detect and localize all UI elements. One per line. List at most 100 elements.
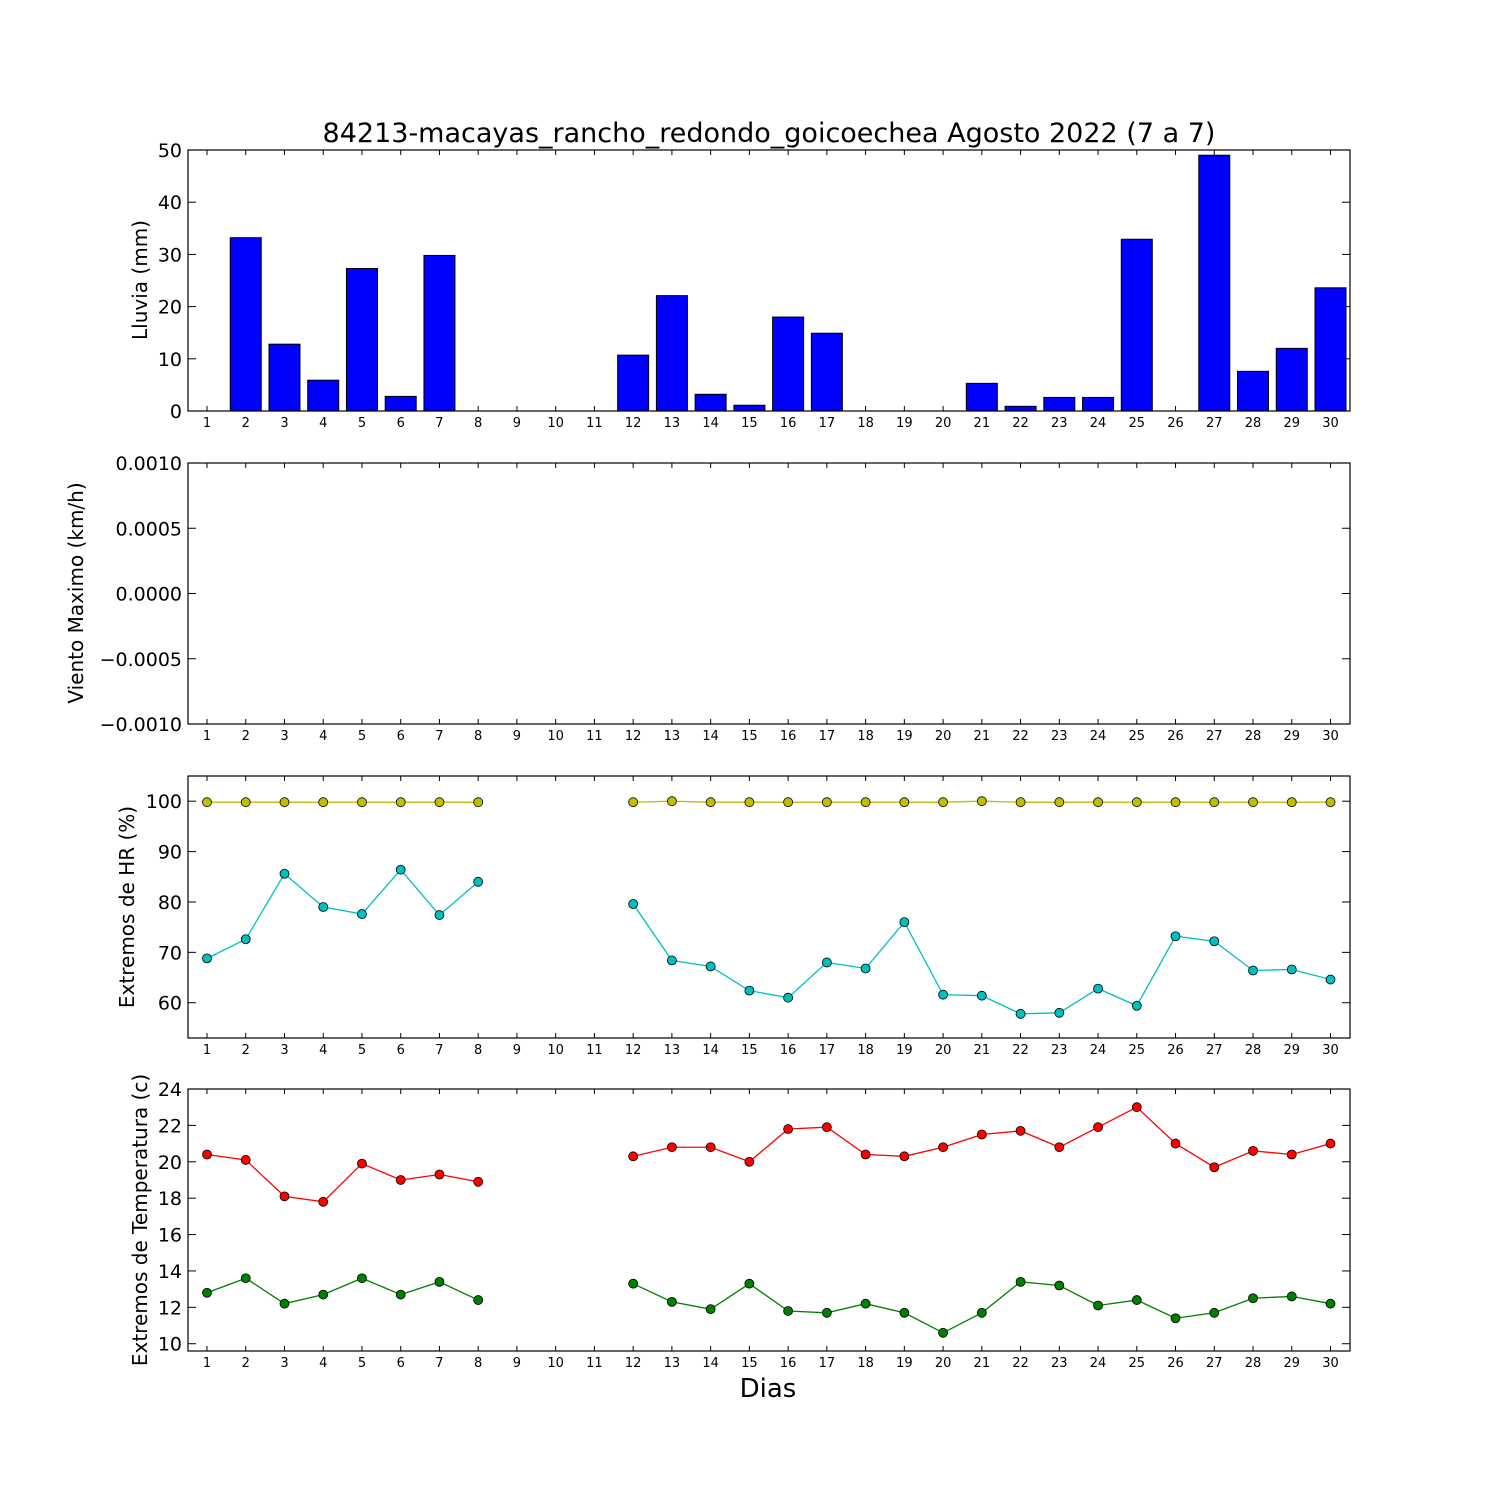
series-point: [1170, 931, 1181, 942]
x-tick-label: 16: [780, 416, 797, 431]
y-tick-label: 24: [158, 1079, 182, 1101]
x-tick-label: 2: [242, 1043, 250, 1058]
x-tick-label: 19: [896, 729, 913, 744]
series-point: [976, 1129, 987, 1140]
x-tick-label: 21: [974, 416, 991, 431]
series-point: [666, 1142, 677, 1153]
x-tick-label: 28: [1245, 1356, 1262, 1371]
series-point: [705, 797, 716, 808]
y-tick-label: 70: [158, 942, 182, 964]
x-tick-label: 22: [1012, 416, 1029, 431]
x-tick-label: 8: [474, 1356, 482, 1371]
series-point: [1286, 964, 1297, 975]
x-tick-label: 6: [397, 1043, 405, 1058]
bar: [810, 332, 843, 412]
y-tick-label: 20: [158, 1152, 182, 1174]
x-tick-label: 2: [242, 1356, 250, 1371]
series-point: [1131, 1102, 1142, 1113]
x-tick-label: 4: [319, 416, 327, 431]
x-tick-label: 20: [935, 1043, 952, 1058]
x-tick-label: 24: [1090, 416, 1107, 431]
x-tick-label: 30: [1322, 729, 1339, 744]
x-tick-label: 2: [242, 416, 250, 431]
series-point: [938, 1142, 948, 1153]
x-tick-label: 14: [702, 1356, 719, 1371]
x-tick-label: 12: [625, 1043, 642, 1058]
series-point: [899, 1307, 910, 1318]
x-tick-label: 9: [513, 729, 521, 744]
x-tick-label: 8: [474, 416, 482, 431]
x-tick-label: 8: [474, 729, 482, 744]
x-tick-label: 25: [1129, 1043, 1146, 1058]
series-point: [434, 910, 445, 920]
x-tick-label: 3: [280, 1356, 288, 1371]
series-point: [1325, 797, 1336, 808]
x-tick-label: 25: [1129, 729, 1146, 744]
x-tick-label: 11: [586, 729, 603, 744]
series-point: [395, 1175, 406, 1185]
y-tick-label: 0.0000: [116, 584, 182, 606]
rain-panel: 1 2 3 4 5 6 7 8 9 10 11 12 13 14 15 16 17 18 19 20 21 22 23 24 2…: [158, 140, 1351, 431]
x-tick-label: 30: [1322, 1043, 1339, 1058]
series-point: [473, 1295, 484, 1305]
bar: [772, 316, 805, 412]
x-tick-label: 27: [1206, 1043, 1223, 1058]
series-point: [1209, 797, 1220, 808]
series-point: [395, 797, 406, 808]
series-point: [744, 797, 755, 808]
series-point: [705, 961, 716, 972]
bar: [1237, 370, 1270, 412]
series-point: [395, 1289, 406, 1300]
y-tick-label: 22: [158, 1115, 182, 1137]
x-tick-label: 1: [203, 1356, 211, 1371]
series-point: [744, 1156, 755, 1167]
x-tick-label: 8: [474, 1043, 482, 1058]
bar: [1082, 396, 1115, 412]
series-point: [318, 902, 329, 912]
x-tick-label: 4: [319, 1356, 327, 1371]
x-tick-label: 26: [1167, 1356, 1184, 1371]
series-point: [783, 1124, 794, 1134]
x-tick-label: 16: [780, 1043, 797, 1058]
x-tick-label: 12: [625, 729, 642, 744]
series-point: [1325, 1138, 1336, 1149]
series-point: [783, 992, 794, 1003]
series-point: [821, 1122, 832, 1133]
series-line: [206, 868, 479, 959]
x-tick-label: 28: [1245, 1043, 1262, 1058]
series-point: [318, 797, 329, 808]
series-point: [1054, 1142, 1065, 1153]
y-tick-label: 14: [158, 1261, 182, 1283]
series-point: [1093, 797, 1103, 808]
x-tick-label: 17: [819, 416, 836, 431]
series-point: [1248, 965, 1258, 976]
series-point: [976, 1307, 987, 1318]
x-tick-label: 11: [586, 416, 603, 431]
series-point: [1170, 1138, 1181, 1149]
y-tick-label: −0.0010: [100, 714, 182, 736]
x-tick-label: 20: [935, 1356, 952, 1371]
y-tick-label: 30: [158, 244, 182, 266]
series-point: [938, 1327, 948, 1338]
x-tick-label: 24: [1090, 1043, 1107, 1058]
y-tick-label: 0: [170, 401, 182, 423]
x-tick-label: 11: [586, 1043, 603, 1058]
x-tick-label: 14: [702, 416, 719, 431]
x-tick-label: 14: [702, 729, 719, 744]
x-tick-label: 13: [664, 416, 681, 431]
x-tick-label: 23: [1051, 1043, 1068, 1058]
series-point: [860, 1149, 871, 1160]
x-tick-label: 5: [358, 1356, 366, 1371]
x-tick-label: 18: [857, 1043, 874, 1058]
bar: [423, 254, 456, 412]
y-tick-label: 16: [158, 1225, 182, 1247]
series-line: [206, 1277, 479, 1305]
bar: [655, 295, 688, 412]
y-tick-label: 12: [158, 1297, 182, 1319]
x-tick-label: 7: [435, 1043, 443, 1058]
y-tick-label: 0.0005: [116, 518, 182, 540]
series-point: [1209, 1162, 1220, 1173]
chart-title: 84213-macayas_rancho_redondo_goicoechea …: [323, 118, 1216, 149]
x-tick-label: 29: [1283, 729, 1300, 744]
x-tick-label: 19: [896, 416, 913, 431]
